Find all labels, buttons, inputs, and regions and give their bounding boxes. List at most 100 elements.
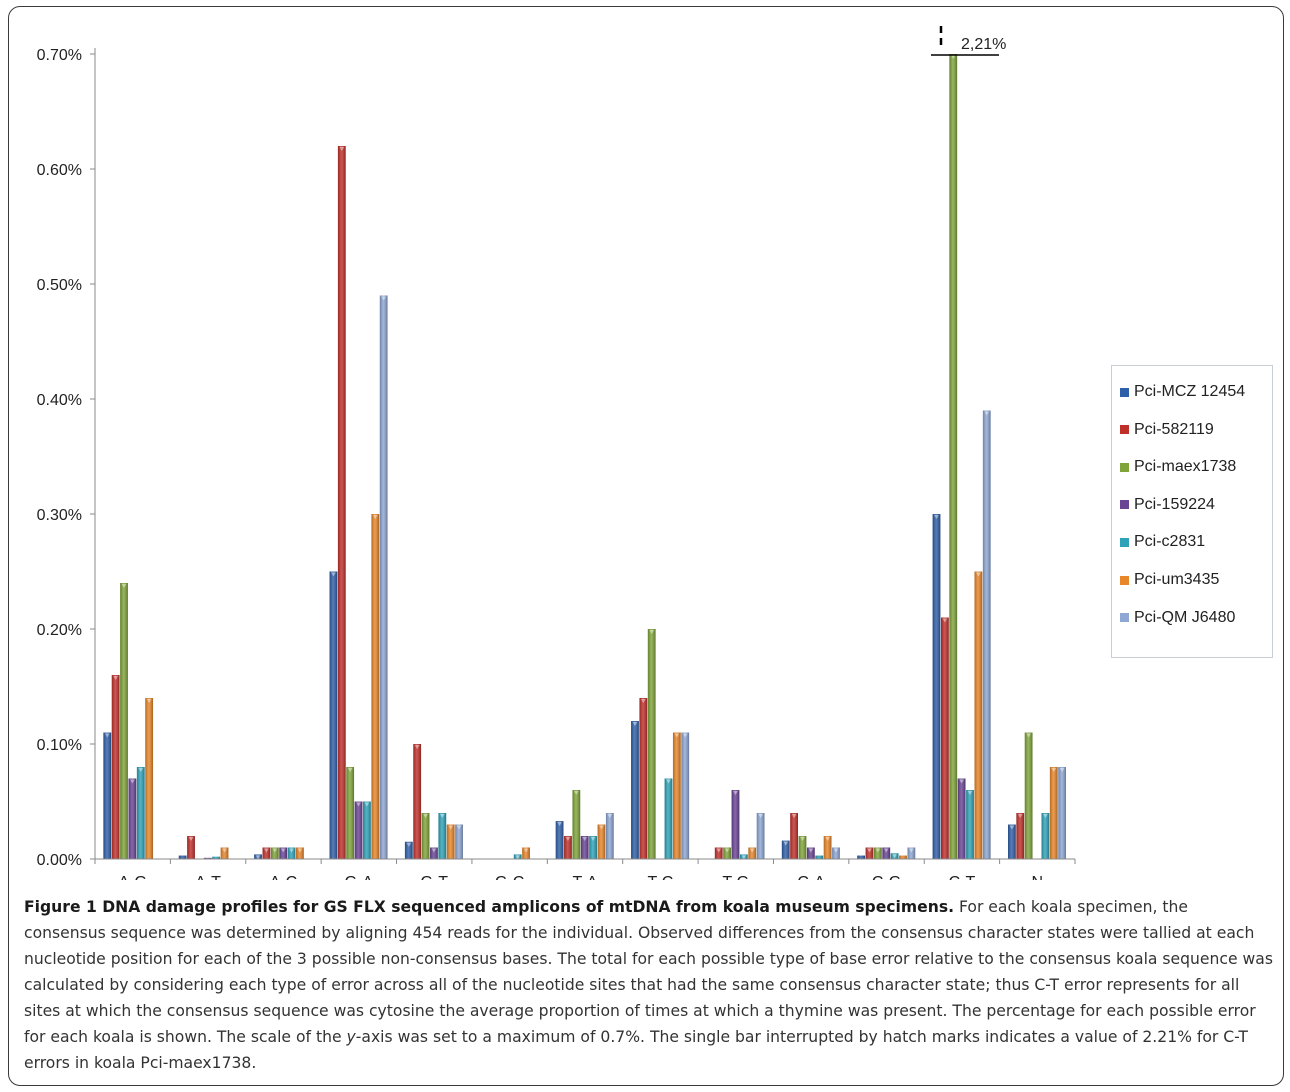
bar-shading bbox=[647, 629, 656, 859]
bar-shading bbox=[781, 840, 790, 859]
bar-cap bbox=[942, 618, 948, 623]
bar-cap bbox=[640, 699, 646, 703]
bar-shading bbox=[120, 583, 128, 859]
bar-cap bbox=[121, 584, 127, 588]
y-tick-label: 0.20% bbox=[37, 622, 82, 639]
bar-shading bbox=[329, 571, 338, 859]
x-tick-label: A-C bbox=[270, 874, 298, 880]
bar-shading bbox=[178, 855, 187, 859]
bar-shading bbox=[580, 836, 589, 859]
caption-body-1: For each koala specimen, the consensus s… bbox=[24, 898, 1273, 1046]
x-tick-label: G-C bbox=[495, 874, 524, 880]
bar-shading bbox=[957, 778, 966, 859]
bar-cap bbox=[783, 841, 789, 846]
bar-cap bbox=[364, 802, 370, 807]
bar-cap bbox=[1017, 814, 1023, 818]
bar-cap bbox=[104, 733, 110, 738]
bar-shading bbox=[354, 801, 363, 859]
bar-shading bbox=[605, 813, 614, 859]
legend-label: Pci-582119 bbox=[1134, 420, 1214, 438]
bar-cap bbox=[146, 699, 152, 703]
x-tick-label: C-G bbox=[872, 874, 901, 880]
caption-body-2: -axis was set to a maximum of 0.7%. The … bbox=[24, 1028, 1248, 1072]
bar-cap bbox=[573, 791, 579, 795]
bar-cap bbox=[607, 814, 613, 818]
bar-shading bbox=[270, 847, 279, 859]
bar-shading bbox=[597, 824, 606, 859]
x-tick-label: T-C bbox=[647, 874, 673, 880]
bar-cap bbox=[565, 837, 571, 841]
bar-shading bbox=[982, 410, 991, 859]
bar-shading bbox=[1016, 813, 1025, 859]
bar-shading bbox=[857, 855, 865, 859]
legend-swatch bbox=[1120, 462, 1129, 472]
bar-cap bbox=[749, 848, 755, 853]
bar-cap bbox=[1051, 768, 1057, 772]
bar-shading bbox=[404, 841, 413, 859]
legend-label: Pci-159224 bbox=[1134, 495, 1215, 513]
bar-cap bbox=[448, 825, 454, 830]
legend-label: Pci-c2831 bbox=[1134, 533, 1206, 551]
y-tick-label: 0.70% bbox=[37, 47, 82, 64]
bar-shading bbox=[220, 847, 229, 859]
bar-shading bbox=[731, 790, 740, 859]
bar-shading bbox=[940, 617, 949, 859]
bar-cap bbox=[280, 848, 286, 853]
bar-shading bbox=[136, 767, 145, 859]
bar-cap bbox=[456, 825, 462, 830]
bar-shading bbox=[790, 813, 798, 859]
bar-cap bbox=[222, 848, 227, 853]
legend-label: Pci-QM J6480 bbox=[1134, 608, 1236, 626]
bar-cap bbox=[138, 768, 144, 772]
bar-cap bbox=[439, 814, 445, 818]
bar-cap bbox=[716, 848, 722, 853]
bar-shading bbox=[413, 744, 422, 859]
x-tick-label: G-A bbox=[345, 874, 374, 880]
bar-shading bbox=[932, 514, 941, 859]
bar-cap bbox=[791, 814, 797, 818]
bar-cap bbox=[984, 411, 990, 416]
bar-cap bbox=[297, 848, 303, 853]
bar-cap bbox=[599, 825, 604, 830]
bar-shading bbox=[212, 856, 221, 859]
bar-shading bbox=[262, 847, 271, 859]
legend-item: Pci-159224 bbox=[1120, 494, 1215, 516]
bar-cap bbox=[406, 842, 412, 847]
bar-shading bbox=[128, 778, 137, 859]
bar-shading bbox=[111, 675, 120, 859]
bar-shading bbox=[564, 836, 572, 859]
bar-cap bbox=[867, 848, 872, 853]
figure-caption: Figure 1 DNA damage profiles for GS FLX … bbox=[24, 894, 1274, 1076]
y-tick-label: 0.40% bbox=[37, 392, 82, 409]
bar-cap bbox=[1009, 825, 1015, 830]
bar-cap bbox=[674, 733, 680, 738]
bar-cap bbox=[331, 572, 336, 577]
y-tick-label: 0.50% bbox=[37, 277, 82, 294]
bar-shading bbox=[890, 853, 899, 859]
bar-shading bbox=[371, 514, 380, 859]
y-tick-label: 0.00% bbox=[37, 852, 82, 869]
x-tick-label: A-T bbox=[195, 874, 221, 880]
bar-shading bbox=[756, 813, 765, 859]
bar-shading bbox=[907, 847, 916, 859]
y-tick-label: 0.30% bbox=[37, 507, 82, 524]
legend-swatch bbox=[1120, 387, 1129, 397]
bar-shading bbox=[899, 855, 907, 859]
bar-shading bbox=[966, 790, 974, 859]
bar-shading bbox=[1058, 767, 1067, 859]
bar-cap bbox=[724, 848, 730, 853]
bar-shading bbox=[723, 847, 731, 859]
bar-shading bbox=[555, 821, 564, 859]
bar-cap bbox=[523, 848, 529, 853]
break-value-label: 2,21% bbox=[961, 36, 1006, 53]
bar-shading bbox=[254, 854, 262, 859]
bar-shading bbox=[379, 295, 388, 859]
bar-shading bbox=[1007, 824, 1016, 859]
legend-swatch bbox=[1120, 575, 1129, 585]
legend-item: Pci-c2831 bbox=[1120, 531, 1205, 553]
bar-cap bbox=[431, 848, 437, 853]
bar-shading bbox=[806, 847, 815, 859]
bar-shading bbox=[873, 847, 882, 859]
bar-shading bbox=[572, 790, 581, 859]
bar-cap bbox=[188, 837, 194, 841]
